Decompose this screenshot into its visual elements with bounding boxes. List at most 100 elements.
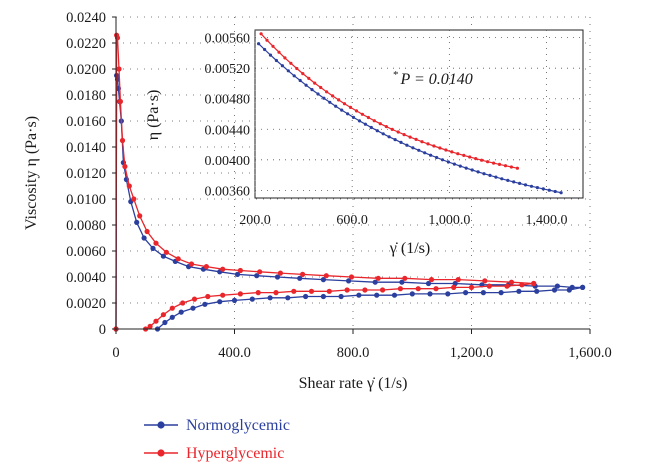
inset-point-hyperglycemic (319, 85, 323, 90)
inset-point-hyperglycemic (402, 133, 406, 137)
inset-series-normoglycemic (257, 42, 563, 195)
inset-point-hyperglycemic (497, 162, 502, 166)
inset-point-hyperglycemic (342, 102, 347, 106)
inset-point-normoglycemic (393, 138, 397, 142)
data-point-hyperglycemic (455, 277, 461, 283)
inset-x-tick-label: 200.0 (239, 213, 271, 228)
inset-point-hyperglycemic (366, 115, 370, 120)
inset-point-hyperglycemic (432, 144, 436, 148)
main-y-tick-label: 0.0220 (66, 36, 106, 52)
inset-point-normoglycemic (381, 132, 385, 136)
data-point-normoglycemic (445, 291, 451, 297)
inset-point-hyperglycemic (259, 32, 263, 36)
data-point-normoglycemic (297, 275, 303, 281)
data-point-hyperglycemic (257, 269, 263, 275)
data-point-hyperglycemic (273, 290, 279, 296)
data-point-hyperglycemic (300, 271, 306, 277)
main-x-tick-label: 1,200.0 (450, 345, 494, 361)
data-point-hyperglycemic (220, 292, 226, 298)
data-point-hyperglycemic (326, 288, 332, 294)
data-point-hyperglycemic (433, 286, 439, 292)
inset-point-normoglycemic (399, 140, 403, 144)
data-point-hyperglycemic (122, 163, 128, 170)
data-point-hyperglycemic (203, 264, 209, 270)
inset-y-tick-label: 0.00440 (205, 123, 251, 138)
inset-y-tick-label: 0.00480 (205, 93, 251, 108)
data-point-hyperglycemic (451, 284, 457, 290)
inset-line-normoglycemic (258, 43, 562, 194)
data-point-normoglycemic (452, 280, 458, 287)
data-point-hyperglycemic (255, 290, 261, 296)
inset-point-normoglycemic (506, 178, 510, 182)
data-point-hyperglycemic (428, 277, 435, 283)
data-point-hyperglycemic (508, 279, 515, 285)
main-y-axis-label: Viscosity η (Pa·s) (23, 116, 40, 230)
inset-y-tick-label: 0.00560 (205, 32, 251, 47)
main-y-tick-label: 0.0160 (66, 114, 106, 130)
main-x-axis-label: Shear rate γ̇ (1/s) (299, 375, 408, 392)
inset-point-normoglycemic (286, 69, 290, 73)
inset-point-hyperglycemic (480, 158, 484, 162)
inset-point-hyperglycemic (301, 72, 305, 76)
data-point-normoglycemic (303, 293, 309, 300)
data-point-hyperglycemic (397, 286, 403, 292)
inset-point-hyperglycemic (295, 66, 299, 71)
inset-x-tick-label: 1,400.0 (526, 213, 568, 228)
data-point-normoglycemic (554, 283, 561, 289)
main-y-tick-label: 0 (99, 322, 106, 338)
main-y-tick-label: 0.0080 (66, 218, 106, 234)
inset-point-hyperglycemic (462, 153, 466, 157)
inset-series-hyperglycemic (259, 32, 520, 170)
data-point-hyperglycemic (531, 280, 537, 287)
inset-x-tick-label: 1,000.0 (428, 213, 470, 228)
inset-point-normoglycemic (280, 64, 284, 68)
data-point-normoglycemic (231, 297, 238, 303)
data-point-hyperglycemic (153, 240, 159, 246)
inset-point-hyperglycemic (354, 109, 359, 113)
data-point-hyperglycemic (117, 98, 123, 105)
data-point-hyperglycemic (147, 323, 153, 329)
data-point-normoglycemic (391, 292, 398, 298)
data-point-hyperglycemic (504, 283, 510, 289)
inset-point-normoglycemic (263, 47, 267, 52)
inset-series (257, 32, 563, 195)
inset-point-normoglycemic (363, 122, 367, 126)
inset-frame (254, 29, 584, 199)
inset-point-normoglycemic (541, 187, 545, 191)
inset-point-normoglycemic (316, 92, 320, 96)
main-x-tick-label: 0 (112, 345, 119, 361)
data-point-hyperglycemic (375, 275, 381, 281)
inset-point-hyperglycemic (426, 142, 430, 146)
main-x-tick-label: 400.0 (218, 345, 251, 361)
inset-point-normoglycemic (470, 168, 474, 172)
inset-point-hyperglycemic (313, 81, 317, 85)
inset-point-normoglycemic (482, 172, 486, 176)
series-hyperglycemic (113, 32, 537, 332)
legend-label-normoglycemic: Normoglycemic (186, 417, 290, 434)
inset-point-normoglycemic (346, 112, 350, 116)
main-y-tick-label: 0.0200 (66, 62, 106, 78)
inset-point-hyperglycemic (456, 152, 460, 156)
inset-point-normoglycemic (529, 184, 534, 188)
legend-swatch-marker (157, 449, 165, 457)
inset-point-hyperglycemic (492, 161, 496, 165)
inset-point-hyperglycemic (331, 94, 335, 98)
inset-x-ticks: 200.0 600.0 1,000.0 1,400.0 (239, 213, 567, 228)
data-point-normoglycemic (320, 293, 326, 300)
inset-chart: 0.00360 0.00400 0.00440 0.00480 0.00520 0.005… (145, 29, 584, 257)
data-point-normoglycemic (274, 274, 281, 280)
inset-point-hyperglycemic (360, 112, 364, 116)
data-point-normoglycemic (480, 290, 486, 296)
inset-point-hyperglycemic (289, 61, 293, 65)
p-value-text: P = 0.0140 (400, 71, 473, 88)
data-point-normoglycemic (427, 291, 433, 297)
inset-point-hyperglycemic (503, 164, 508, 168)
inset-point-hyperglycemic (450, 150, 454, 154)
inset-point-hyperglycemic (265, 38, 269, 42)
inset-y-ticks: 0.00360 0.00400 0.00440 0.00480 0.00520 0.005… (205, 32, 251, 200)
data-point-hyperglycemic (137, 213, 143, 219)
data-point-hyperglycemic (402, 275, 408, 281)
legend: Normoglycemic Hyperglycemic (144, 417, 290, 462)
data-point-hyperglycemic (220, 266, 226, 272)
data-point-hyperglycemic (348, 274, 355, 280)
